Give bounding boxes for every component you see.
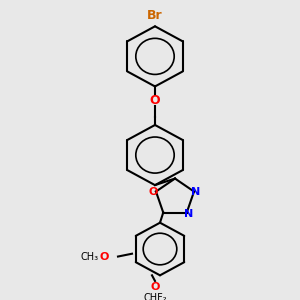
Text: O: O xyxy=(150,94,160,107)
Text: O: O xyxy=(150,282,160,292)
Text: O: O xyxy=(99,251,109,262)
Text: CH₃: CH₃ xyxy=(81,251,99,262)
Text: Br: Br xyxy=(147,8,163,22)
Text: N: N xyxy=(184,209,194,219)
Text: CHF₂: CHF₂ xyxy=(143,293,167,300)
Text: O: O xyxy=(148,187,158,196)
Text: N: N xyxy=(191,187,201,196)
